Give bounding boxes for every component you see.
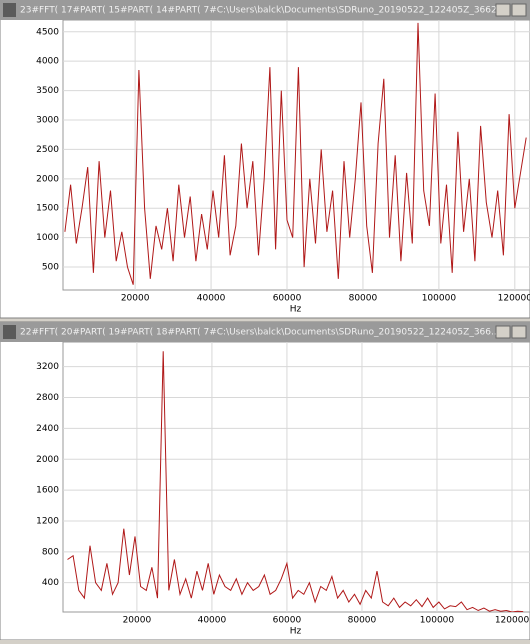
y-tick-label: 4500 [36,27,59,37]
y-tick-label: 3200 [36,362,59,372]
x-tick-label: 100000 [420,616,455,626]
window-title: 23#FFT( 17#PART( 15#PART( 14#PART( 7#C:\… [20,6,505,16]
x-tick-label: 40000 [198,616,227,626]
series-group [64,22,527,285]
x-tick-label: 120000 [498,294,530,304]
y-tick-label: 2400 [36,424,59,434]
window-icon[interactable] [3,3,16,17]
y-tick-label: 1600 [36,486,59,496]
plot-area [62,341,530,613]
x-tick-label: 60000 [273,294,302,304]
y-tick-label: 400 [42,578,59,588]
x-axis-label: Hz [290,627,302,637]
y-tick-label: 2000 [36,174,59,184]
y-tick-label: 500 [42,263,59,273]
x-tick-label: 120000 [495,616,530,626]
plot-area [62,19,530,291]
fft-line [64,22,527,285]
y-tick-label: 1500 [36,204,59,214]
y-tick-label: 2500 [36,145,59,155]
y-tick-label: 3000 [36,116,59,126]
y-tick-label: 2800 [36,393,59,403]
title-bar [0,322,530,342]
minimize-button[interactable] [495,3,511,17]
y-tick-label: 2000 [36,455,59,465]
x-tick-label: 60000 [273,616,302,626]
x-axis-label: Hz [290,305,302,315]
x-tick-label: 80000 [348,616,377,626]
fft-line [67,351,524,612]
window-icon[interactable] [3,325,16,339]
window-title: 22#FFT( 20#PART( 19#PART( 18#PART( 7#C:\… [20,328,500,338]
y-tick-label: 1000 [36,233,59,243]
x-tick-label: 100000 [422,294,457,304]
y-tick-label: 4000 [36,57,59,67]
maximize-button[interactable] [511,325,527,339]
y-tick-label: 1200 [36,516,59,526]
y-tick-label: 800 [42,547,59,557]
maximize-button[interactable] [511,3,527,17]
y-tick-label: 3500 [36,86,59,96]
x-tick-label: 80000 [349,294,378,304]
title-bar [0,0,530,20]
x-tick-label: 20000 [123,616,152,626]
series-group [67,351,524,612]
x-tick-label: 20000 [121,294,150,304]
x-tick-label: 40000 [197,294,226,304]
minimize-button[interactable] [495,325,511,339]
